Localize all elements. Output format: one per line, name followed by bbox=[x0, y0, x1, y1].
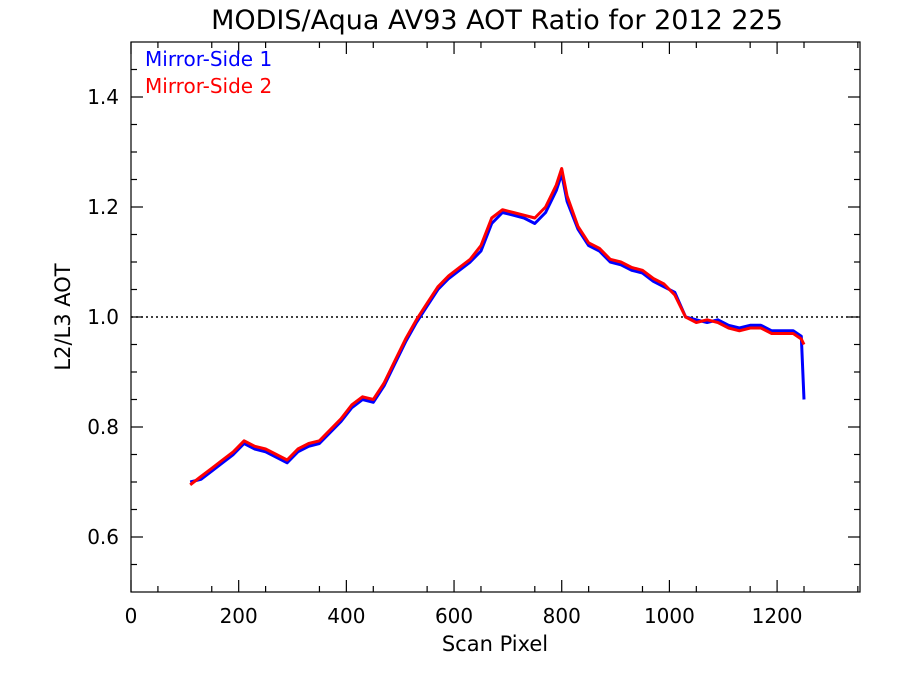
y-tick-label: 0.6 bbox=[87, 525, 119, 549]
x-axis-label: Scan Pixel bbox=[442, 632, 548, 656]
series-lines bbox=[189, 167, 806, 486]
x-tick-label: 800 bbox=[543, 604, 581, 628]
x-tick-label: 1000 bbox=[644, 604, 695, 628]
series-line-mirror-side-1 bbox=[189, 172, 806, 484]
x-axis: 0 200 400 600 800 1000 1200 bbox=[125, 42, 859, 628]
x-tick-label: 0 bbox=[125, 604, 138, 628]
y-tick-label: 1.0 bbox=[87, 305, 119, 329]
legend-entry-mirror-side-2: Mirror-Side 2 bbox=[145, 74, 272, 98]
y-tick-label: 1.2 bbox=[87, 195, 119, 219]
legend-entry-mirror-side-1: Mirror-Side 1 bbox=[145, 47, 272, 71]
x-tick-label: 600 bbox=[435, 604, 473, 628]
chart-title: MODIS/Aqua AV93 AOT Ratio for 2012 225 bbox=[211, 5, 783, 36]
legend: Mirror-Side 1 Mirror-Side 2 bbox=[145, 47, 272, 98]
y-axis: 0.6 0.8 1.0 1.2 1.4 bbox=[87, 68, 860, 566]
x-tick-label: 1200 bbox=[752, 604, 803, 628]
y-tick-label: 0.8 bbox=[87, 415, 119, 439]
y-tick-label: 1.4 bbox=[87, 85, 119, 109]
plot-frame bbox=[130, 41, 861, 593]
y-axis-label: L2/L3 AOT bbox=[51, 263, 75, 370]
x-tick-label: 400 bbox=[327, 604, 365, 628]
x-tick-label: 200 bbox=[220, 604, 258, 628]
series-line-mirror-side-2 bbox=[189, 167, 806, 486]
